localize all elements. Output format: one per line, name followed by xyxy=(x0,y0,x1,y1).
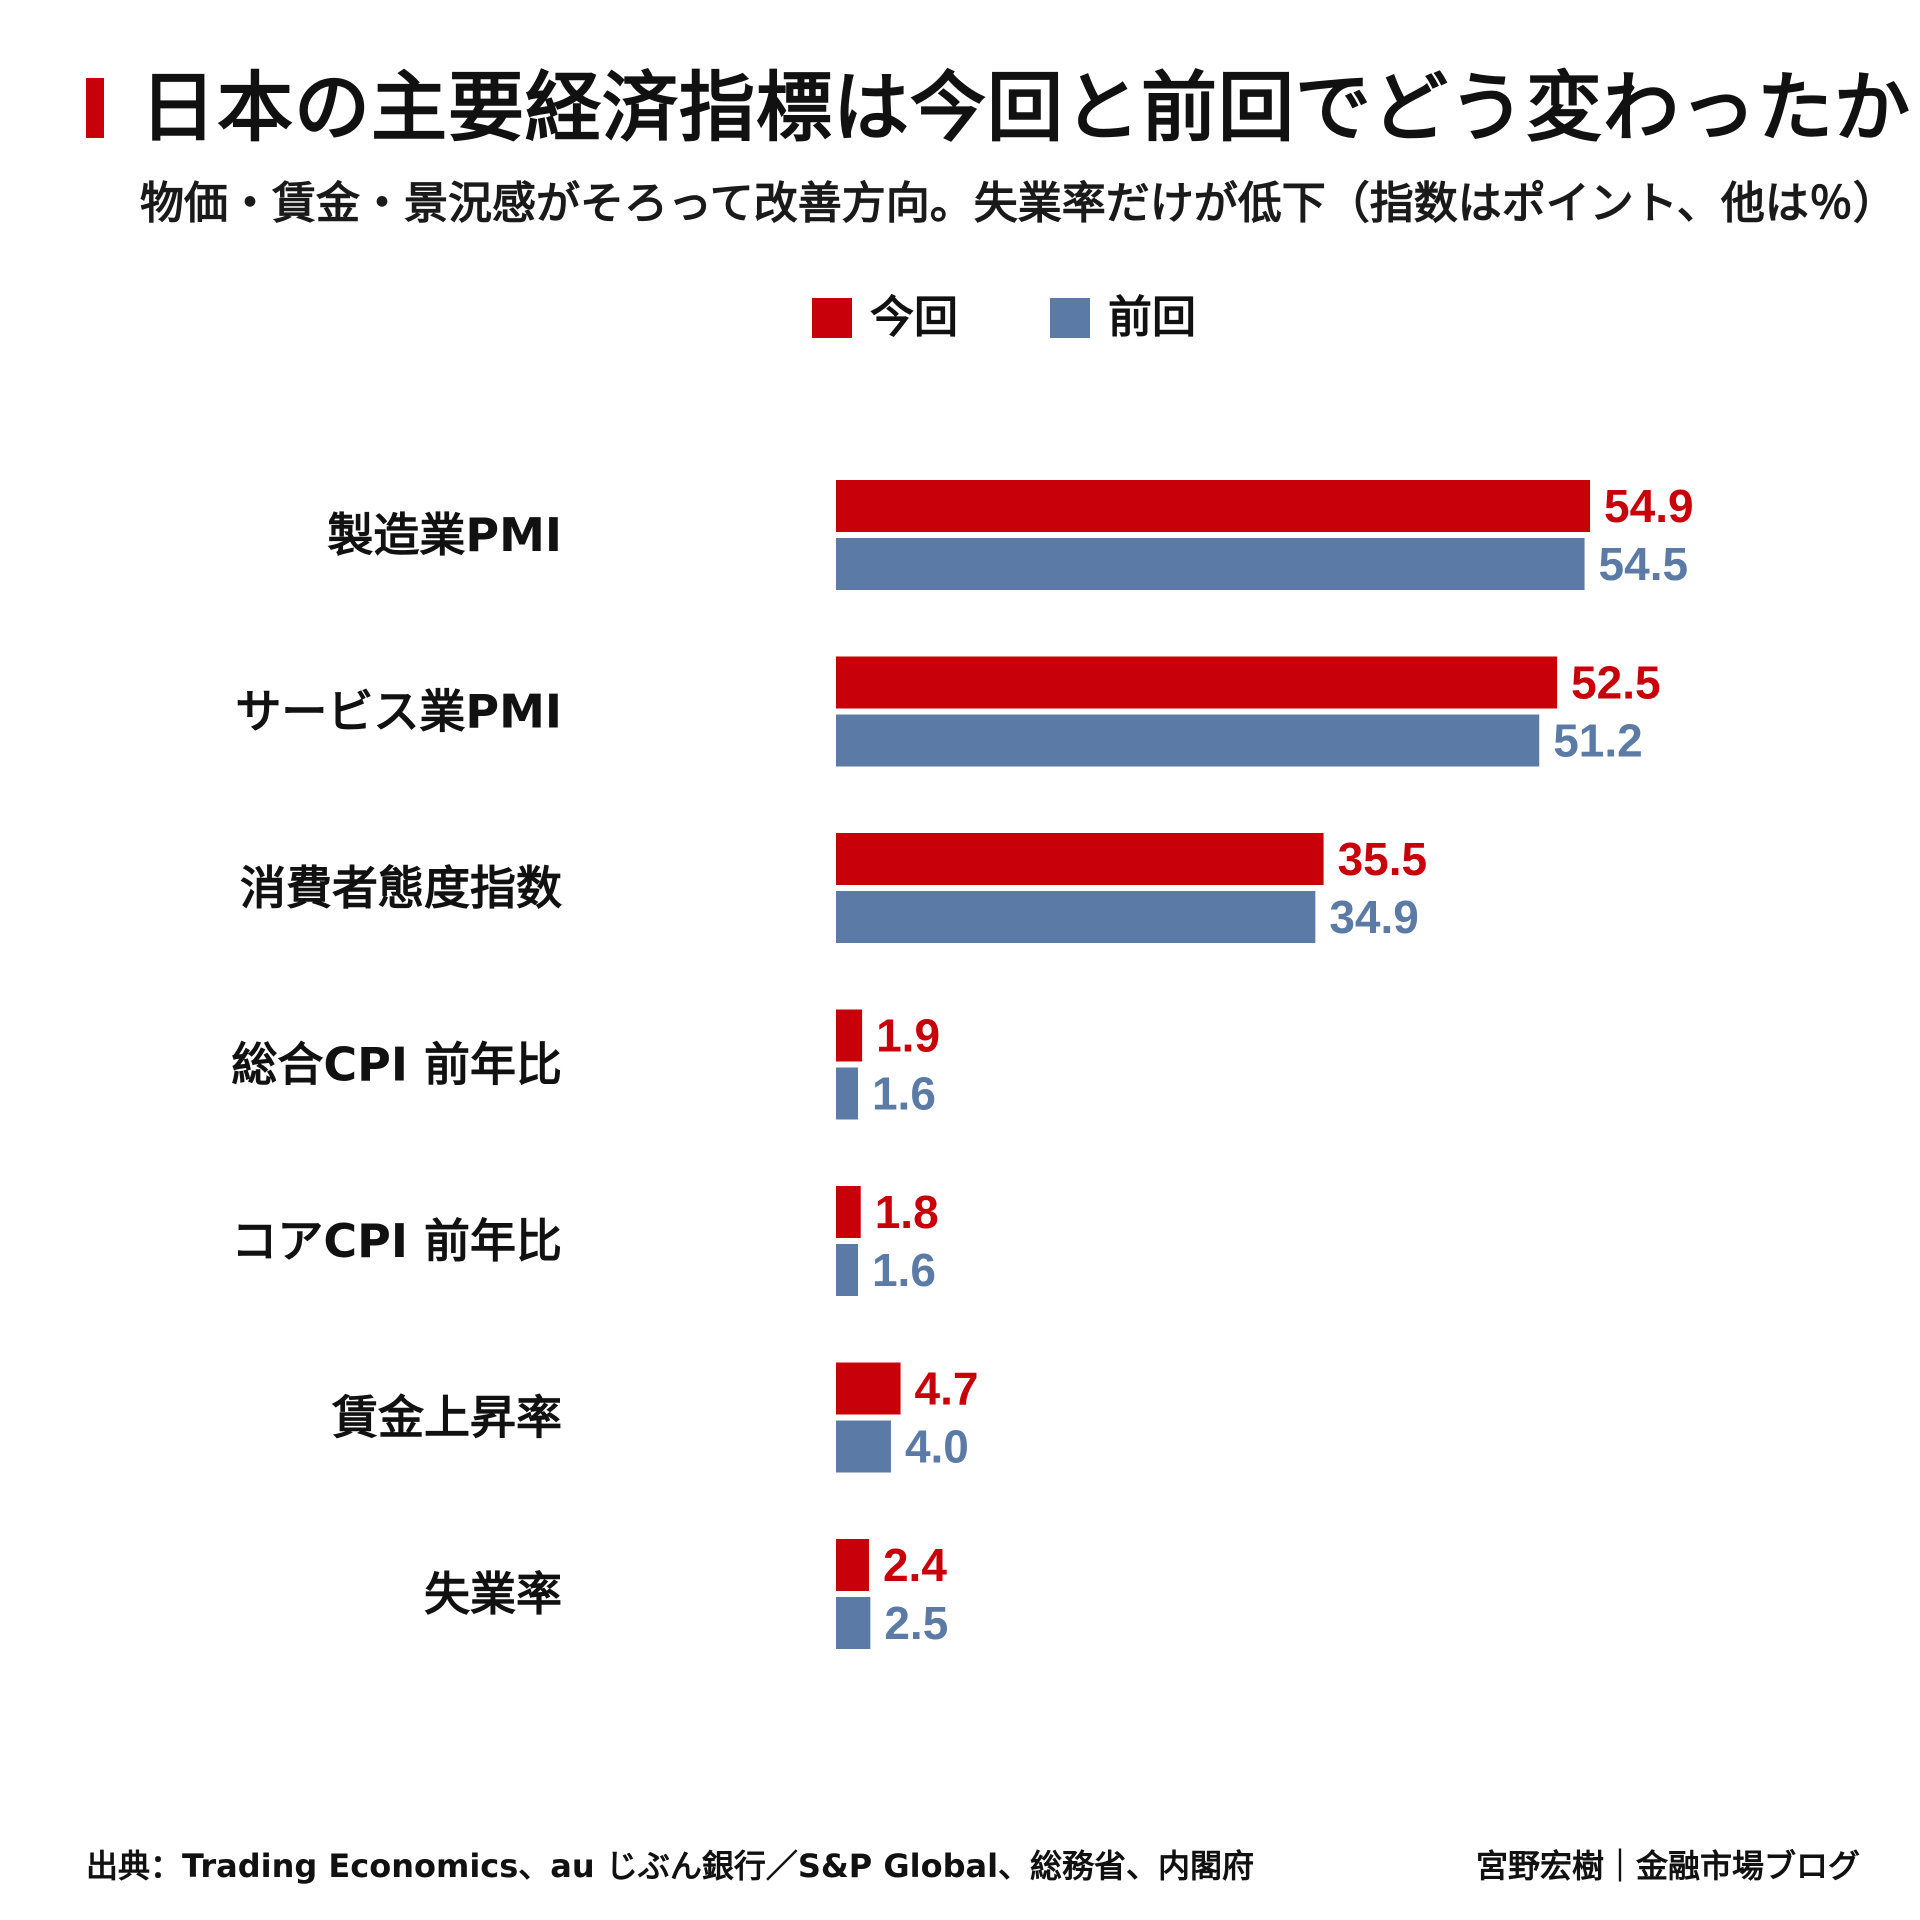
bar-current xyxy=(836,833,1324,885)
category-label: 製造業PMI xyxy=(327,508,562,562)
value-label-previous: 4.0 xyxy=(905,1421,969,1473)
value-label-previous: 1.6 xyxy=(872,1068,936,1120)
bar-previous xyxy=(836,1420,891,1473)
chart-title: 日本の主要経済指標は今回と前回でどう変わったか xyxy=(140,63,1911,152)
bar-current xyxy=(836,1009,863,1062)
bar-previous xyxy=(836,891,1316,943)
value-label-previous: 34.9 xyxy=(1329,891,1419,943)
bar-current xyxy=(836,1362,901,1415)
legend-item-previous: 前回 xyxy=(1050,286,1196,350)
value-label-previous: 1.6 xyxy=(872,1244,936,1296)
value-label-current: 1.9 xyxy=(876,1010,940,1062)
legend-item-current: 今回 xyxy=(812,286,958,350)
bar-previous xyxy=(836,1067,858,1120)
legend-label-previous: 前回 xyxy=(1108,292,1196,343)
legend-swatch-previous xyxy=(1050,298,1090,338)
category-label: 賃金上昇率 xyxy=(331,1391,562,1445)
chart-subtitle: 物価・賃金・景況感がそろって改善方向。失業率だけが低下（指数はポイント、他は％） xyxy=(140,178,1897,229)
value-label-previous: 51.2 xyxy=(1553,715,1643,767)
bar-current xyxy=(836,656,1558,709)
bar-previous xyxy=(836,538,1585,590)
value-label-current: 4.7 xyxy=(915,1363,979,1415)
bar-current xyxy=(836,1186,861,1238)
bar-previous xyxy=(836,714,1540,767)
value-label-current: 35.5 xyxy=(1338,833,1428,885)
value-label-current: 54.9 xyxy=(1604,480,1694,532)
bar-current xyxy=(836,480,1591,532)
value-label-previous: 54.5 xyxy=(1599,538,1689,590)
source-note: 出典：Trading Economics、au じぶん銀行／S&P Global… xyxy=(86,1847,1255,1885)
value-label-current: 2.4 xyxy=(883,1539,947,1591)
value-label-current: 1.8 xyxy=(875,1186,939,1238)
bar-previous xyxy=(836,1244,858,1296)
bar-current xyxy=(836,1539,869,1591)
category-label: 消費者態度指数 xyxy=(240,861,562,915)
credit-note: 宮野宏樹｜金融市場ブログ xyxy=(1475,1847,1860,1885)
title-accent-bar xyxy=(86,78,104,138)
legend: 今回 前回 xyxy=(0,286,1920,350)
category-label: サービス業PMI xyxy=(235,685,562,739)
category-label: 総合CPI 前年比 xyxy=(231,1038,562,1092)
category-label: 失業率 xyxy=(424,1567,562,1621)
category-label: コアCPI 前年比 xyxy=(231,1214,562,1268)
value-label-previous: 2.5 xyxy=(884,1597,948,1649)
legend-swatch-current xyxy=(812,298,852,338)
value-label-current: 52.5 xyxy=(1571,657,1661,709)
bar-previous xyxy=(836,1597,871,1649)
legend-label-current: 今回 xyxy=(870,292,958,343)
